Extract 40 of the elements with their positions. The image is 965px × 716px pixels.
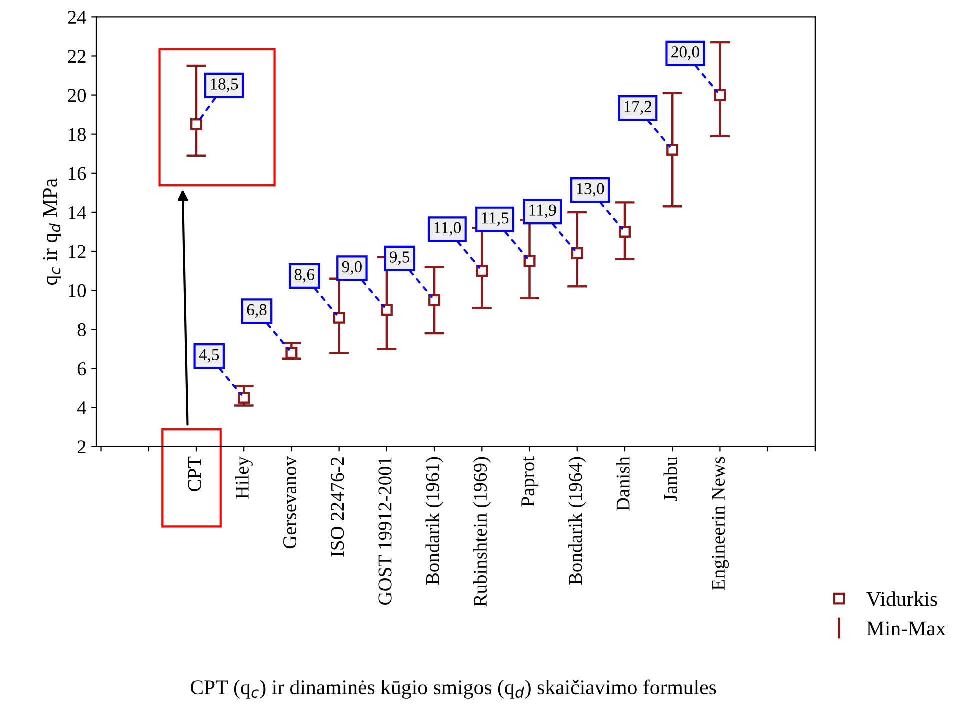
data-label: 6,8	[247, 304, 267, 318]
legend-label: Min-Max	[866, 622, 946, 636]
x-axis-title: CPT (q$_{c}$) ir dinaminės kūgio smigos (q$_{d}$) skaičiavimo formules	[190, 680, 716, 699]
y-tick-label: 20	[68, 89, 86, 102]
y-tick-label: 14	[69, 206, 86, 220]
legend-label: Vidurkis	[866, 592, 938, 606]
x-tick-label: Danish	[616, 456, 630, 512]
data-label: 13,0	[577, 183, 604, 197]
x-tick-label: Hiley	[235, 456, 253, 500]
y-tick-label: 22	[68, 50, 86, 63]
y-tick-label: 18	[69, 128, 86, 142]
x-tick-label: Engineerin News	[712, 457, 730, 590]
x-tick-label: Bondarik (1961)	[426, 457, 444, 586]
x-tick-label: Janbu	[664, 456, 678, 502]
data-label: 8,6	[294, 269, 315, 283]
y-tick-label: 6	[78, 362, 86, 376]
data-label: 20,0	[672, 46, 700, 60]
y-tick-label: 10	[69, 284, 86, 298]
x-tick-label: Paprot	[522, 456, 539, 507]
x-tick-label: Bondarik (1964)	[568, 457, 586, 586]
data-label: 11,5	[482, 212, 509, 226]
y-tick-label: 12	[69, 245, 86, 258]
data-label: 17,2	[624, 101, 652, 115]
data-label: 9,0	[342, 261, 362, 275]
data-label: 11,9	[530, 204, 556, 218]
x-tick-label: Rubinshtein (1969)	[473, 457, 491, 607]
x-tick-label: CPT	[188, 456, 202, 492]
y-tick-label: 16	[69, 167, 86, 180]
y-axis-title: q$_{c}$ ir q$_{d}$ MPa	[43, 178, 62, 285]
data-label: 18,5	[211, 78, 238, 92]
x-tick-label: Gersevanov	[284, 456, 297, 549]
y-tick-label: 2	[78, 440, 86, 454]
y-tick-label: 24	[68, 11, 86, 24]
y-tick-label: 8	[78, 323, 86, 337]
data-label: 4,5	[199, 349, 220, 363]
x-tick-label: GOST 19912-2001	[378, 458, 392, 605]
data-label: 11,0	[434, 222, 462, 236]
x-tick-label: ISO 22476-2	[331, 458, 344, 557]
y-tick-label: 4	[77, 402, 86, 414]
data-label: 9,5	[390, 252, 410, 266]
